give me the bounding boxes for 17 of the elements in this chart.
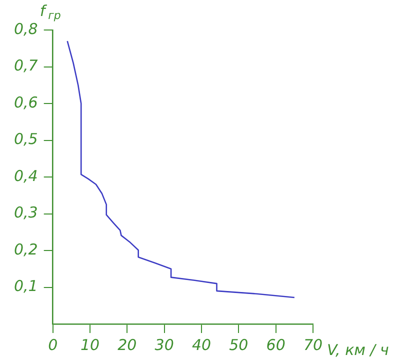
x-tick-label: 30 xyxy=(154,336,174,354)
x-tick-label: 20 xyxy=(118,336,137,354)
y-tick-label: 0,3 xyxy=(14,204,38,222)
x-tick-label: 10 xyxy=(80,336,100,354)
y-tick-label: 0,2 xyxy=(14,240,38,258)
y-tick-label: 0,4 xyxy=(14,166,38,185)
x-tick-label: 60 xyxy=(266,336,286,354)
x-tick-label: 0 xyxy=(48,336,58,354)
y-tick-label: 0,5 xyxy=(14,130,38,148)
x-tick-label: 70 xyxy=(303,336,323,354)
y-tick-label: 0,6 xyxy=(14,93,38,112)
y-tick-label: 0,7 xyxy=(14,56,38,75)
x-tick-label: 50 xyxy=(229,336,248,354)
x-axis-title: V, км / ч xyxy=(327,341,390,359)
y-tick-label: 0,1 xyxy=(14,277,38,296)
y-tick-label: 0,8 xyxy=(14,20,38,38)
x-tick-label: 40 xyxy=(192,336,212,354)
